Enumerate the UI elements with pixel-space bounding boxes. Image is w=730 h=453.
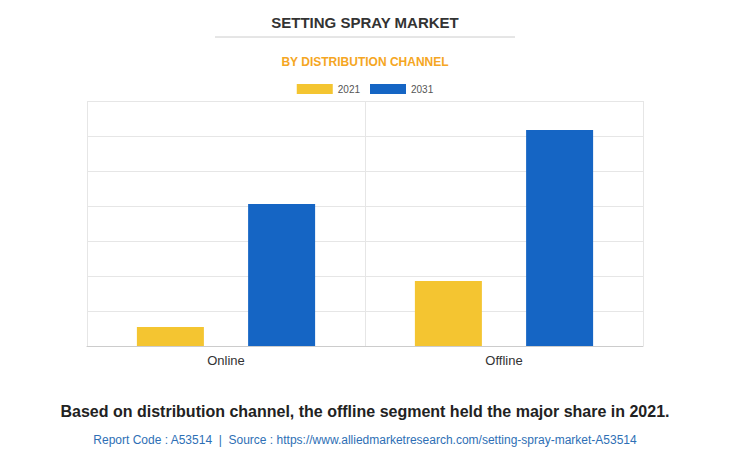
svg-text:BY DISTRIBUTION CHANNEL: BY DISTRIBUTION CHANNEL [281,55,448,69]
svg-text:Report Code : A53514 | Sourc: Report Code : A53514 | Source : https://… [93,433,637,447]
svg-text:2031: 2031 [411,84,434,95]
svg-text:Online: Online [207,353,245,368]
svg-text:Offline: Offline [485,353,522,368]
svg-text:Based on distribution channel,: Based on distribution channel, the offli… [60,403,669,420]
svg-text:2021: 2021 [338,84,361,95]
svg-text:SETTING SPRAY MARKET: SETTING SPRAY MARKET [271,14,459,31]
